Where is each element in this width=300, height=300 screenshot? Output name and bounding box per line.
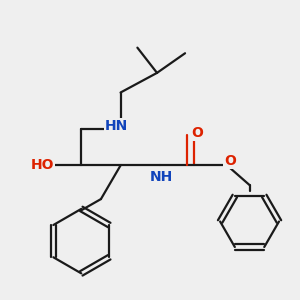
Text: HO: HO — [30, 158, 54, 172]
Text: HN: HN — [105, 119, 128, 133]
Text: O: O — [224, 154, 236, 168]
Text: NH: NH — [150, 169, 173, 184]
Text: O: O — [192, 126, 204, 140]
